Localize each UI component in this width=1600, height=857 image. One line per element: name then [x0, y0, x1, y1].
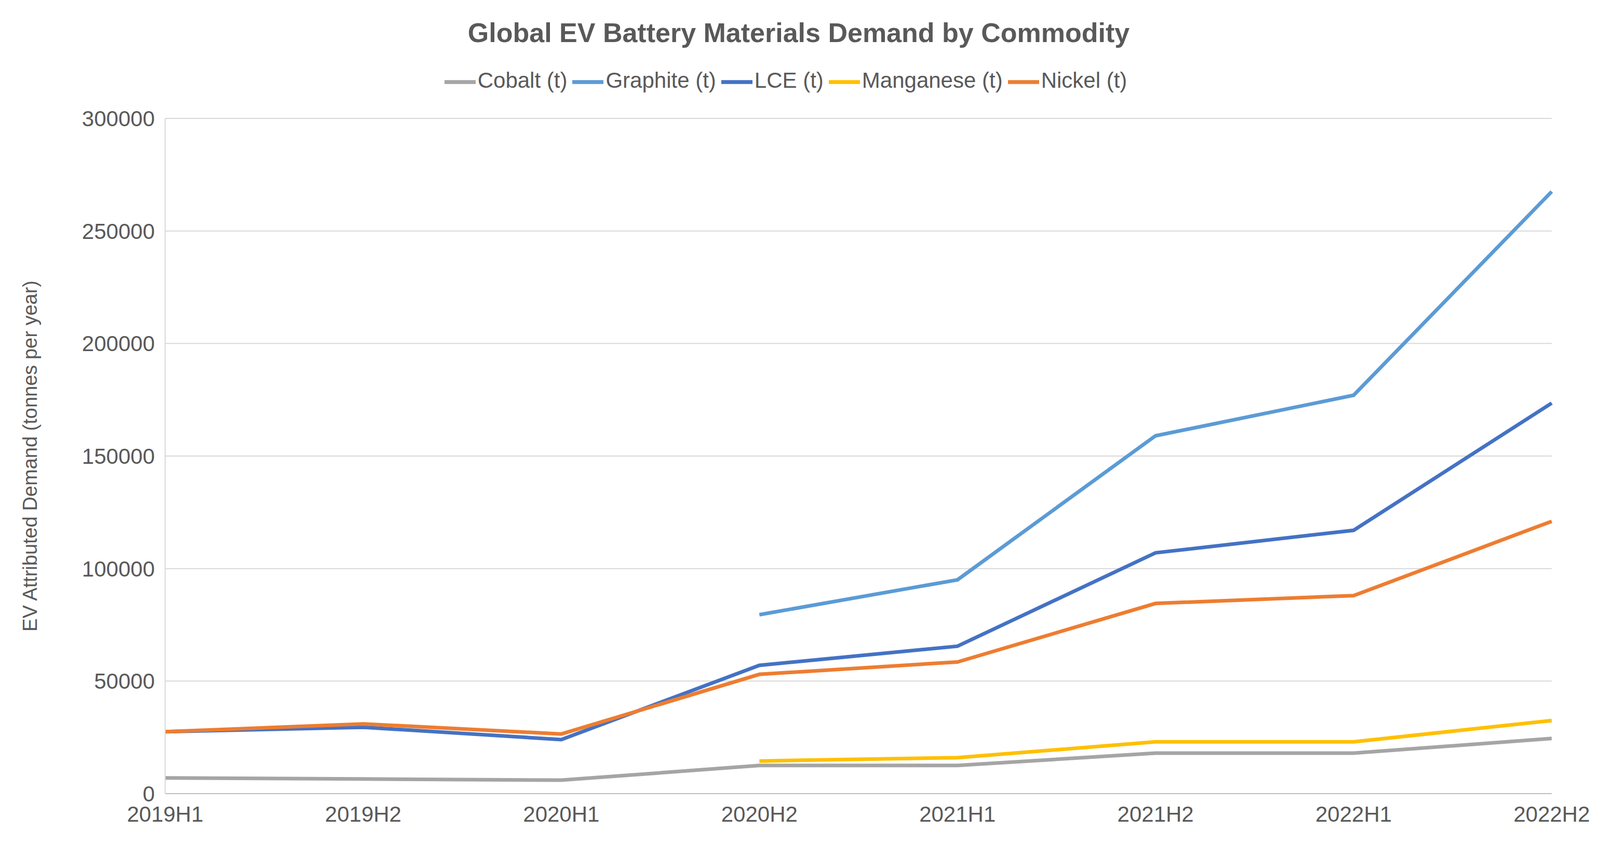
svg-text:2021H2: 2021H2 [1117, 801, 1194, 827]
svg-text:2021H1: 2021H1 [919, 801, 996, 827]
svg-text:2019H1: 2019H1 [126, 801, 204, 827]
html-text:Graphite (t): Graphite (t) [605, 68, 717, 93]
svg-text:EV Attributed Demand (tonnes p: EV Attributed Demand (tonnes per year) [19, 280, 42, 632]
html-text:Global EV Battery Materials De: Global EV Battery Materials Demand by Co… [467, 17, 1130, 48]
svg-text:100000: 100000 [82, 556, 155, 582]
html-text:Cobalt (t): Cobalt (t) [477, 68, 568, 93]
html-text:LCE (t): LCE (t) [754, 68, 824, 93]
svg-text:50000: 50000 [93, 668, 155, 694]
svg-text:200000: 200000 [82, 331, 155, 356]
svg-text:250000: 250000 [82, 219, 155, 244]
svg-text:300000: 300000 [82, 106, 155, 131]
html-text:Nickel (t): Nickel (t) [1041, 68, 1128, 93]
svg-text:2020H2: 2020H2 [721, 801, 798, 827]
svg-text:2019H2: 2019H2 [325, 801, 402, 827]
svg-text:2022H2: 2022H2 [1513, 801, 1590, 827]
svg-text:150000: 150000 [82, 444, 155, 469]
svg-text:2022H1: 2022H1 [1315, 801, 1392, 827]
svg-text:0: 0 [142, 781, 155, 806]
html-text:Manganese (t): Manganese (t) [861, 68, 1003, 93]
svg-text:2020H1: 2020H1 [522, 801, 600, 827]
